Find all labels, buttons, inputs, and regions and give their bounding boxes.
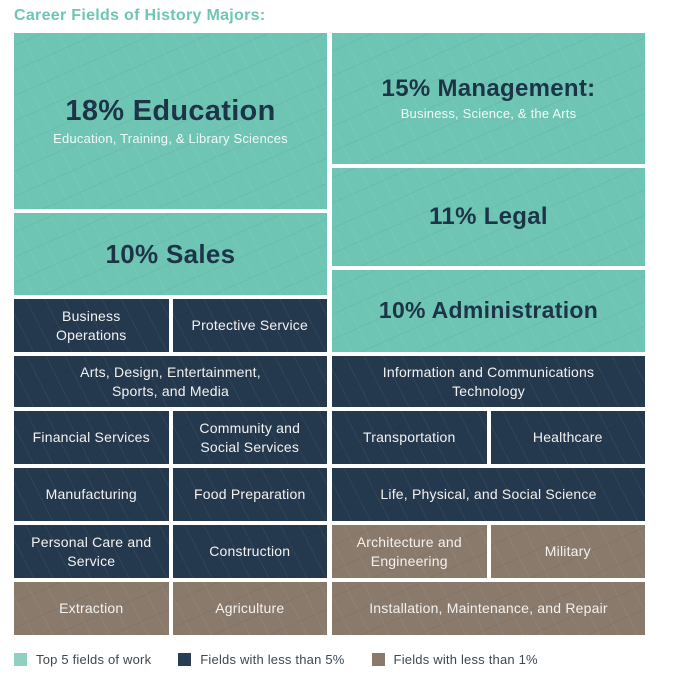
tile-management: 15% Management: Business, Science, & the… <box>332 33 645 164</box>
tile-construction: Construction <box>172 525 327 578</box>
tile-education-subtitle: Education, Training, & Library Sciences <box>53 131 288 147</box>
tile-protective-service-label: Protective Service <box>191 317 308 334</box>
tile-management-subtitle: Business, Science, & the Arts <box>400 106 577 122</box>
treemap-row: Business Operations Protective Service <box>14 299 327 352</box>
tile-food-preparation: Food Preparation <box>172 468 327 521</box>
tile-administration: 10% Administration <box>332 270 645 352</box>
tile-ict-label: Information and Communications Technolog… <box>382 364 595 399</box>
tile-military-label: Military <box>544 543 591 560</box>
treemap-row: Transportation Healthcare <box>332 411 645 464</box>
tile-life-physical-social-science: Life, Physical, and Social Science <box>332 468 645 521</box>
tile-military: Military <box>490 525 645 578</box>
tile-architecture-engineering-label: Architecture and Engineering <box>356 534 462 569</box>
legend: Top 5 fields of work Fields with less th… <box>14 649 538 669</box>
tile-personal-care-label: Personal Care and Service <box>31 534 152 569</box>
tile-manufacturing-label: Manufacturing <box>45 486 137 503</box>
chart-title: Career Fields of History Majors: <box>14 7 266 24</box>
tile-agriculture-label: Agriculture <box>215 600 285 617</box>
legend-swatch-navy-icon <box>178 652 192 666</box>
tile-transportation: Transportation <box>332 411 487 464</box>
treemap-column-left: 18% Education Education, Training, & Lib… <box>14 33 327 635</box>
tile-business-operations: Business Operations <box>14 299 169 352</box>
treemap-chart: 18% Education Education, Training, & Lib… <box>14 33 645 635</box>
tile-installation-label: Installation, Maintenance, and Repair <box>369 600 608 617</box>
tile-healthcare: Healthcare <box>490 411 645 464</box>
tile-protective-service: Protective Service <box>172 299 327 352</box>
tile-arts-design-entertainment-sports-media: Arts, Design, Entertainment, Sports, and… <box>14 356 327 407</box>
tile-food-preparation-label: Food Preparation <box>194 486 306 503</box>
tile-information-communications-technology: Information and Communications Technolog… <box>332 356 645 407</box>
tile-financial-services: Financial Services <box>14 411 169 464</box>
treemap-row: Extraction Agriculture <box>14 582 327 635</box>
tile-legal: 11% Legal <box>332 168 645 266</box>
tile-management-heading: 15% Management: <box>381 74 596 102</box>
tile-healthcare-label: Healthcare <box>532 429 603 446</box>
tile-manufacturing: Manufacturing <box>14 468 169 521</box>
treemap-row: Architecture and Engineering Military <box>332 525 645 578</box>
tile-installation-maintenance-repair: Installation, Maintenance, and Repair <box>332 582 645 635</box>
tile-sales: 10% Sales <box>14 213 327 295</box>
tile-community-social-label: Community and Social Services <box>199 420 301 455</box>
tile-arts-media-label: Arts, Design, Entertainment, Sports, and… <box>80 364 261 399</box>
legend-item-less-than-5: Fields with less than 5% <box>178 652 344 667</box>
legend-label-top5: Top 5 fields of work <box>36 651 152 667</box>
tile-personal-care-service: Personal Care and Service <box>14 525 169 578</box>
tile-administration-heading: 10% Administration <box>378 297 599 324</box>
tile-education: 18% Education Education, Training, & Lib… <box>14 33 327 209</box>
tile-extraction: Extraction <box>14 582 169 635</box>
tile-business-operations-label: Business Operations <box>56 308 127 343</box>
legend-item-top5: Top 5 fields of work <box>14 652 151 667</box>
tile-community-social-services: Community and Social Services <box>172 411 327 464</box>
tile-transportation-label: Transportation <box>362 429 456 446</box>
tile-architecture-engineering: Architecture and Engineering <box>332 525 487 578</box>
tile-extraction-label: Extraction <box>59 600 124 617</box>
treemap-row: Personal Care and Service Construction <box>14 525 327 578</box>
tile-financial-services-label: Financial Services <box>32 429 150 446</box>
treemap-column-right: 15% Management: Business, Science, & the… <box>332 33 645 635</box>
tile-education-heading: 18% Education <box>65 94 276 127</box>
legend-label-less-than-5: Fields with less than 5% <box>200 651 345 667</box>
tile-sales-heading: 10% Sales <box>105 238 236 269</box>
legend-label-less-than-1: Fields with less than 1% <box>393 651 538 667</box>
tile-construction-label: Construction <box>209 543 291 560</box>
treemap-row: Financial Services Community and Social … <box>14 411 327 464</box>
tile-agriculture: Agriculture <box>172 582 327 635</box>
treemap-row: Manufacturing Food Preparation <box>14 468 327 521</box>
tile-life-science-label: Life, Physical, and Social Science <box>380 486 597 503</box>
legend-swatch-teal-icon <box>14 652 27 666</box>
legend-item-less-than-1: Fields with less than 1% <box>371 651 538 667</box>
tile-legal-heading: 11% Legal <box>429 202 548 230</box>
legend-swatch-brown-icon <box>371 652 385 666</box>
